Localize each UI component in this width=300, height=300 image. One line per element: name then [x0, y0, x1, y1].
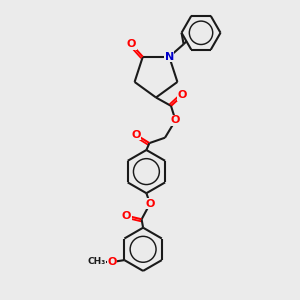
Text: N: N — [165, 52, 174, 62]
Text: CH₃: CH₃ — [87, 257, 105, 266]
Text: O: O — [178, 90, 187, 100]
Text: O: O — [122, 211, 131, 221]
Text: O: O — [131, 130, 141, 140]
Text: O: O — [145, 199, 155, 209]
Text: O: O — [127, 39, 136, 49]
Text: O: O — [171, 115, 180, 125]
Text: O: O — [107, 256, 116, 267]
